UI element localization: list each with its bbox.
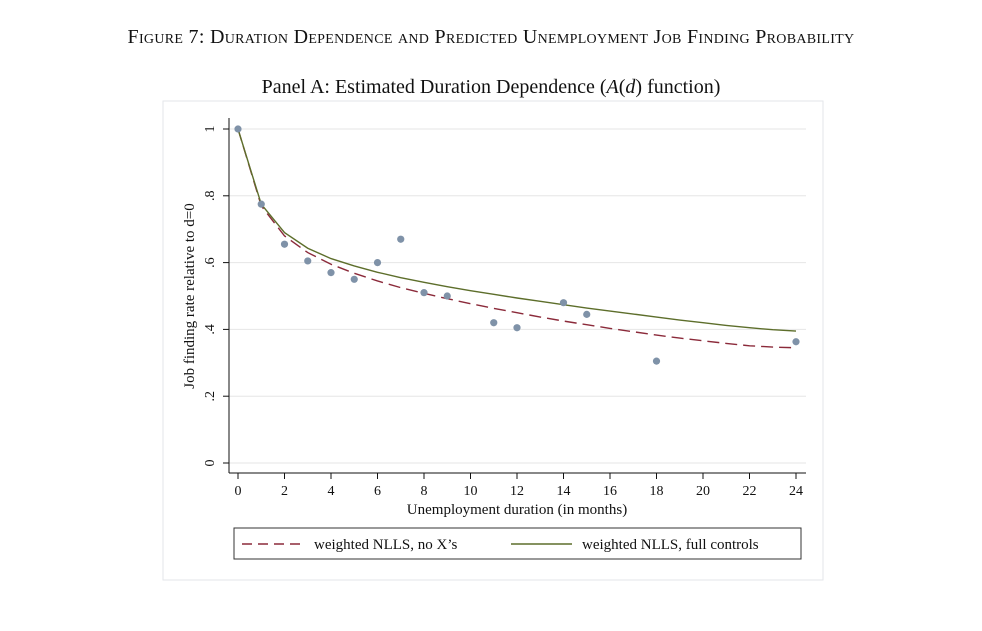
x-tick-label-2: 4 bbox=[328, 484, 335, 499]
x-tick-label-9: 18 bbox=[650, 484, 664, 499]
data-point-4 bbox=[327, 269, 335, 277]
y-tick-label-3: .6 bbox=[203, 257, 218, 268]
data-point-2 bbox=[280, 240, 289, 248]
data-point-12 bbox=[559, 299, 568, 307]
y-tick-label-4: .8 bbox=[203, 191, 218, 202]
series-line-full-controls bbox=[237, 128, 797, 332]
legend-label-solid: weighted NLLS, full controls bbox=[582, 537, 759, 553]
x-tick-label-4: 8 bbox=[421, 484, 428, 499]
fitted-lines bbox=[237, 128, 797, 349]
x-tick-label-1: 2 bbox=[281, 484, 288, 499]
gridlines bbox=[229, 128, 806, 464]
data-point-7 bbox=[397, 235, 405, 243]
x-tick-label-7: 14 bbox=[557, 484, 571, 499]
panel-title-italic-d: d bbox=[625, 76, 636, 98]
y-axis-ticks: 0 .2 .4 .6 .8 1 bbox=[203, 126, 229, 467]
plot-region-frame bbox=[162, 100, 824, 581]
x-tick-label-5: 10 bbox=[464, 484, 478, 499]
data-point-14 bbox=[652, 357, 661, 365]
data-points bbox=[234, 125, 800, 365]
panel-title-italic-a: A bbox=[606, 76, 619, 98]
data-point-5 bbox=[350, 275, 358, 283]
y-tick-label-0: 0 bbox=[203, 460, 218, 467]
x-tick-label-12: 24 bbox=[789, 484, 803, 499]
data-point-3 bbox=[304, 257, 312, 265]
panel-title-pre: Panel A: Estimated Duration Dependence ( bbox=[261, 76, 607, 98]
legend-box bbox=[233, 527, 802, 560]
series-line-no-controls bbox=[237, 128, 797, 349]
data-point-11 bbox=[513, 324, 521, 332]
panel-title: Panel A: Estimated Duration Dependence (… bbox=[0, 76, 982, 99]
legend: weighted NLLS, no X’s weighted NLLS, ful… bbox=[233, 527, 802, 560]
legend-label-dashed: weighted NLLS, no X’s bbox=[314, 537, 457, 553]
data-point-15 bbox=[792, 338, 800, 346]
x-axis-label: Unemployment duration (in months) bbox=[407, 502, 627, 518]
x-tick-label-6: 12 bbox=[510, 484, 524, 499]
x-axis-ticks: 0 2 4 6 8 10 12 14 16 18 20 22 24 bbox=[235, 473, 803, 499]
y-tick-label-1: .2 bbox=[203, 391, 218, 402]
data-point-10 bbox=[490, 319, 498, 327]
y-tick-label-2: .4 bbox=[203, 324, 218, 335]
x-tick-label-10: 20 bbox=[696, 484, 710, 499]
data-point-8 bbox=[420, 289, 428, 297]
panel-title-mid: ( bbox=[618, 76, 626, 98]
data-point-13 bbox=[583, 310, 591, 318]
data-point-1 bbox=[257, 200, 265, 208]
x-tick-label-3: 6 bbox=[374, 484, 381, 499]
data-point-9 bbox=[443, 292, 451, 300]
x-tick-label-0: 0 bbox=[235, 484, 242, 499]
data-point-0 bbox=[234, 125, 242, 133]
x-tick-label-11: 22 bbox=[743, 484, 757, 499]
panel-title-post: ) function) bbox=[635, 76, 721, 98]
figure-title: Figure 7: Duration Dependence and Predic… bbox=[127, 26, 855, 48]
y-tick-label-5: 1 bbox=[203, 126, 218, 133]
y-axis-label: Job finding rate relative to d=0 bbox=[182, 203, 198, 389]
x-tick-label-8: 16 bbox=[603, 484, 617, 499]
data-point-6 bbox=[373, 259, 382, 267]
